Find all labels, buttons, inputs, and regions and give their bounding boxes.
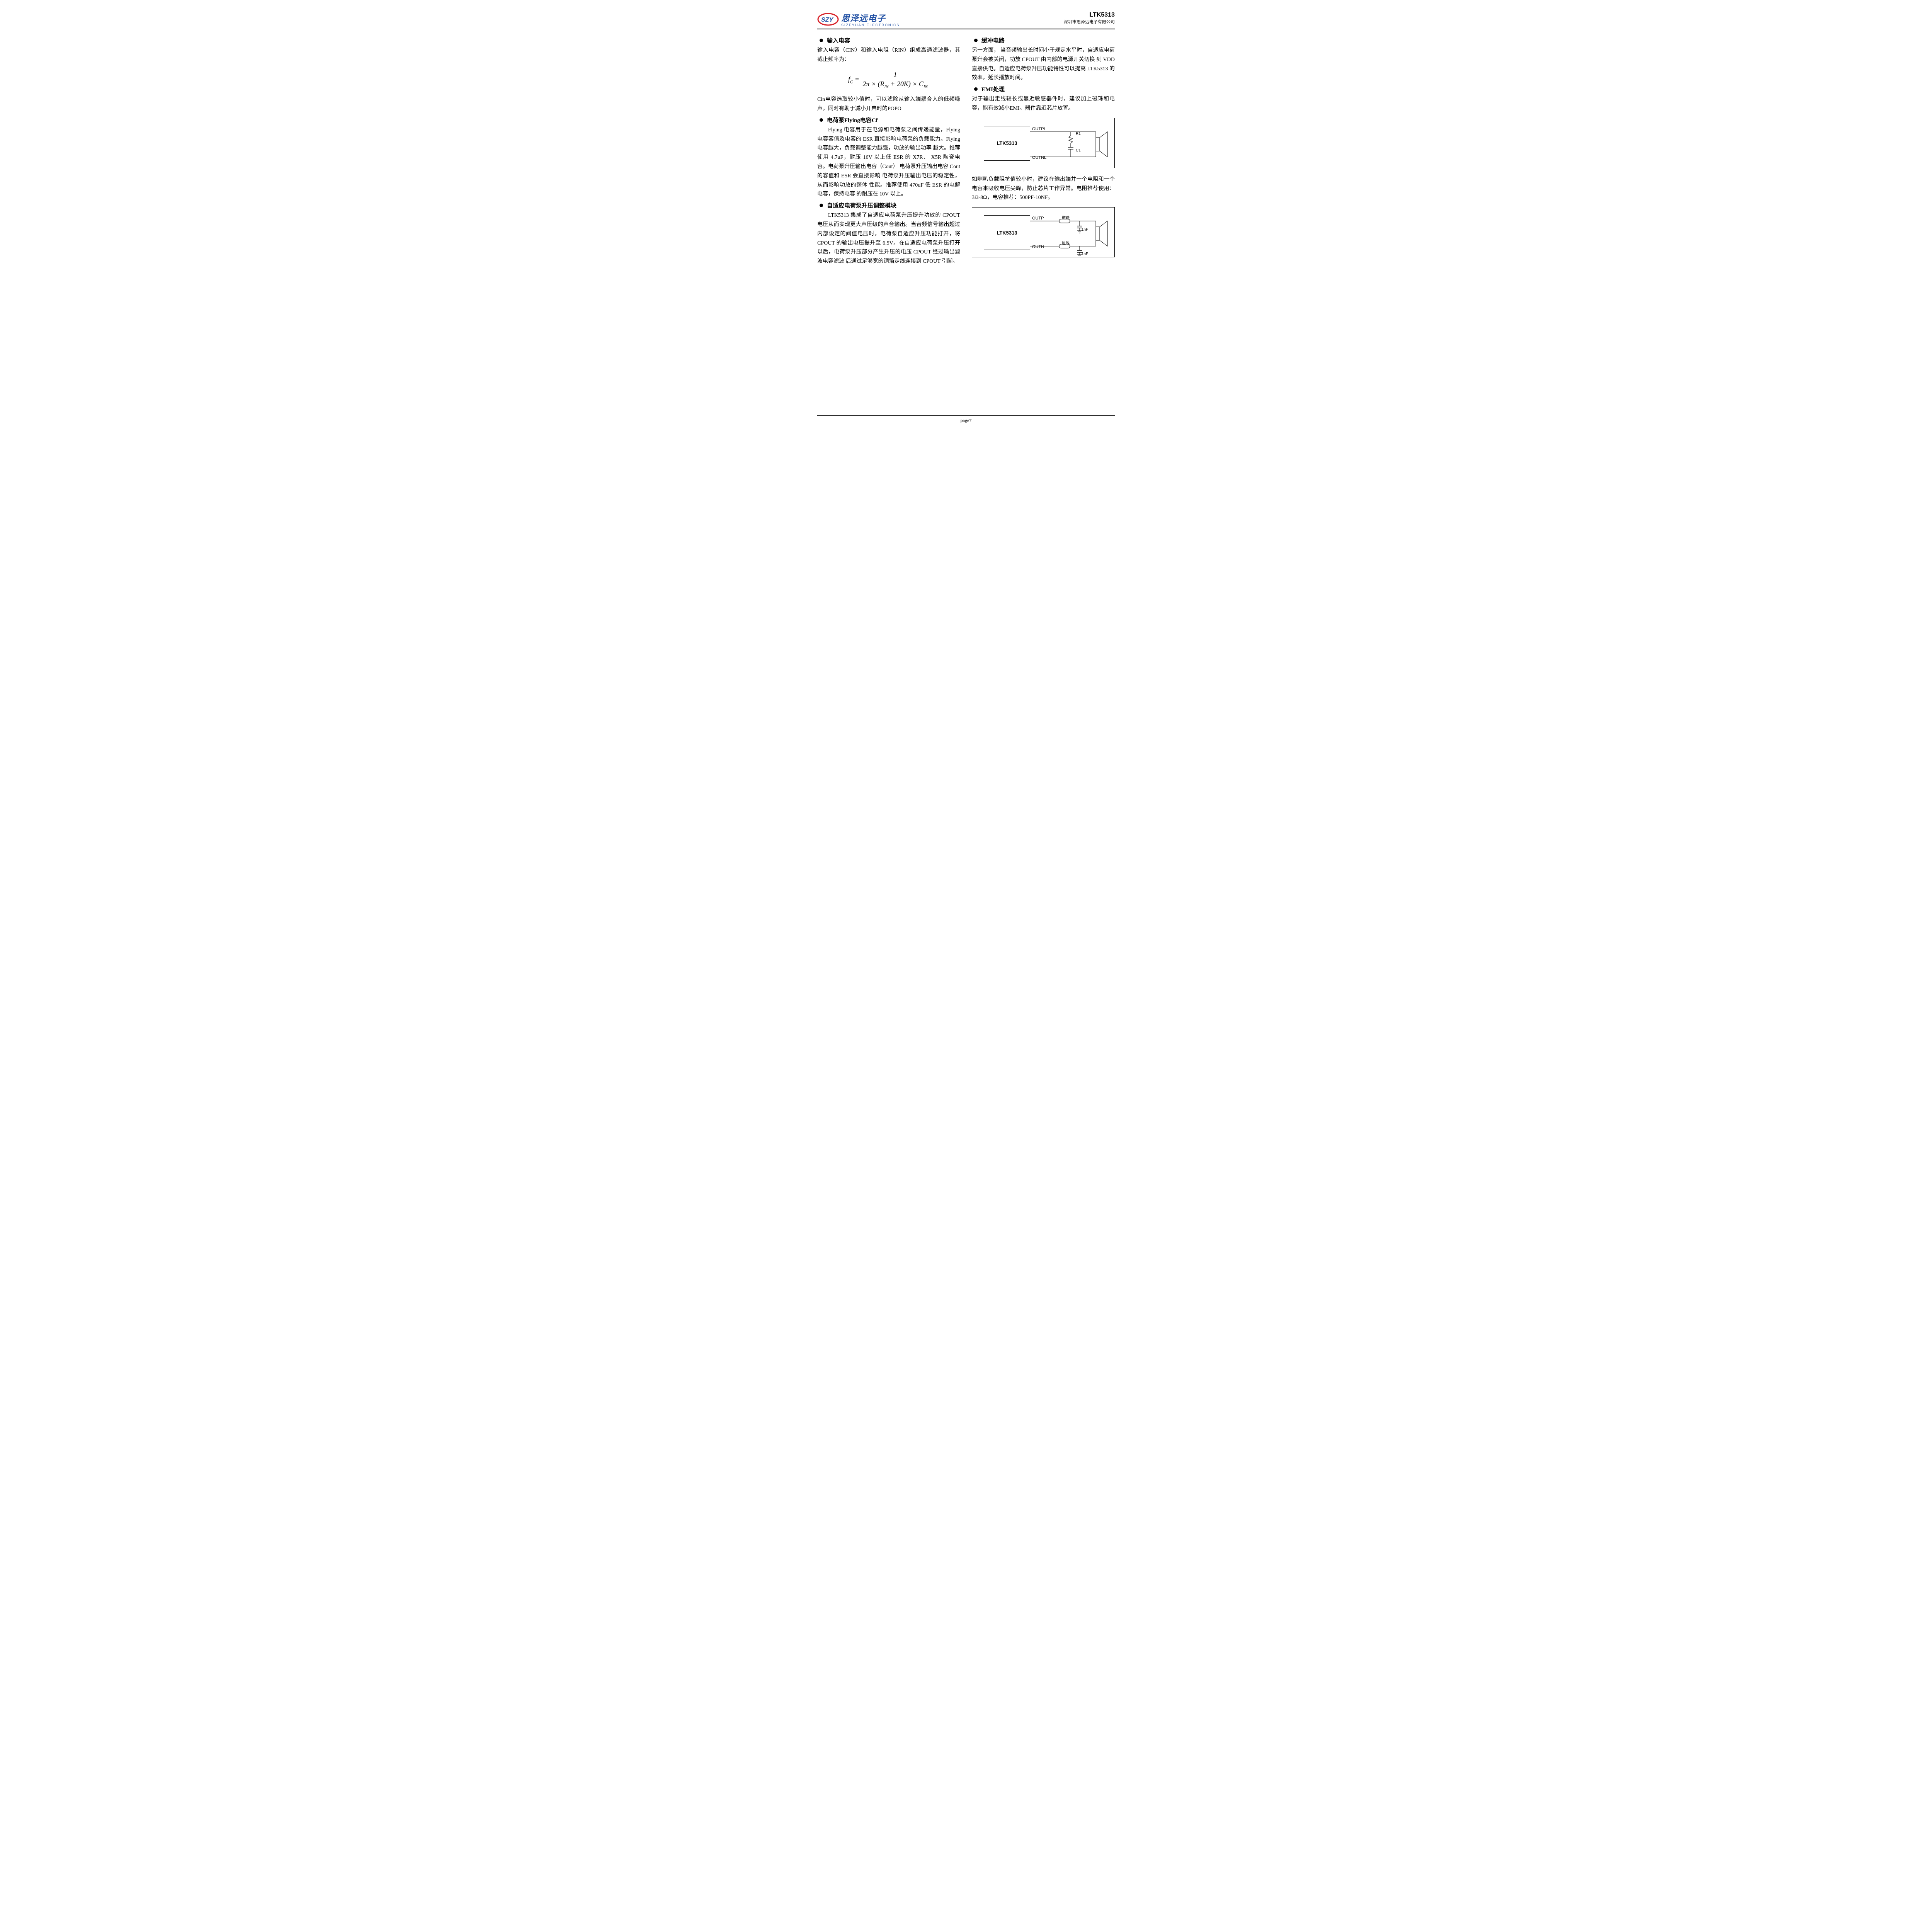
logo-text-sub: SIZEYUAN ELECTRONICS (841, 23, 900, 27)
logo: SZY 思泽远电子 SIZEYUAN ELECTRONICS (817, 12, 900, 27)
diagram-wires (972, 118, 1114, 168)
right-column: 缓冲电路 另一方面， 当音频输出长时间小于规定水平时，自适应电荷泵升会被关闭，功… (972, 34, 1115, 269)
para-input-cap-2: Cin电容选取较小值时，可以滤除从输入端耦合入的低频噪声，同时有助于减小开启时的… (817, 95, 960, 114)
title-text: 自适应电荷泵升压调整模块 (827, 201, 896, 209)
formula-eq: = (855, 75, 861, 83)
formula-num: 1 (861, 71, 929, 79)
bullet-icon (974, 87, 978, 91)
bullet-icon (974, 39, 978, 42)
title-text: 输入电容 (827, 36, 850, 44)
formula-den-a: 2π × (R (863, 80, 884, 88)
company-name: 深圳市思泽远电子有限公司 (1064, 19, 1115, 25)
logo-text-main: 思泽远电子 (841, 12, 900, 24)
title-text: 缓冲电路 (981, 36, 1005, 44)
header-right: LTK5313 深圳市思泽远电子有限公司 (1064, 12, 1115, 25)
section-title-input-cap: 输入电容 (817, 36, 960, 44)
diagram-wires (972, 207, 1114, 257)
part-number: LTK5313 (1064, 12, 1115, 19)
page-number: page7 (961, 418, 972, 423)
para-flying-cap: Flying 电容用于在电源和电荷泵之间传递能量，Flying 电容容值及电容的… (817, 126, 960, 199)
title-text: 电荷泵Flying电容Cf (827, 116, 878, 124)
page-footer: page7 (817, 415, 1115, 423)
bullet-icon (820, 118, 823, 122)
svg-text:SZY: SZY (821, 17, 833, 23)
left-column: 输入电容 输入电容（CIN）和输入电阻（RIN）组成高通滤波器，其截止频率为： … (817, 34, 960, 269)
section-title-buffer: 缓冲电路 (972, 36, 1115, 44)
para-buffer: 另一方面， 当音频输出长时间小于规定水平时，自适应电荷泵升会被关闭，功放 CPO… (972, 46, 1115, 83)
formula-fc: fC = 1 2π × (RIN + 20K) × CIN (817, 71, 960, 89)
para-emi-1: 对于输出走线较长或靠近敏感器件时，建议加上磁珠和电容，能有效减小EMI。器件靠近… (972, 95, 1115, 113)
title-text: EMI处理 (981, 85, 1005, 93)
para-adaptive: LTK5313 集成了自适应电荷泵升压提升功放的 CPOUT 电压从而实现更大声… (817, 211, 960, 266)
formula-den-b: + 20K) × C (889, 80, 923, 88)
formula-sub-in1: IN (884, 84, 889, 89)
bullet-icon (820, 204, 823, 207)
bullet-icon (820, 39, 823, 42)
page-header: SZY 思泽远电子 SIZEYUAN ELECTRONICS LTK5313 深… (817, 12, 1115, 29)
formula-sub-c: C (850, 80, 853, 84)
diagram-rc-snubber: LTK5313 OUTPL OUTNL R1 C1 (972, 118, 1115, 168)
para-input-cap-1: 输入电容（CIN）和输入电阻（RIN）组成高通滤波器，其截止频率为： (817, 46, 960, 65)
company-logo-icon: SZY (817, 12, 839, 26)
section-title-flying-cap: 电荷泵Flying电容Cf (817, 116, 960, 124)
formula-den: 2π × (RIN + 20K) × CIN (861, 79, 929, 89)
section-title-emi: EMI处理 (972, 85, 1115, 93)
content-columns: 输入电容 输入电容（CIN）和输入电阻（RIN）组成高通滤波器，其截止频率为： … (817, 34, 1115, 269)
section-title-adaptive: 自适应电荷泵升压调整模块 (817, 201, 960, 209)
para-emi-2: 如喇叭负载阻抗值较小时，建议在输出端并一个电阻和一个电容来吸收电压尖峰，防止芯片… (972, 175, 1115, 202)
diagram-ferrite-bead: LTK5313 OUTP OUTN 磁珠 磁珠 1nF 1nF (972, 207, 1115, 257)
formula-sub-in2: IN (923, 84, 928, 89)
